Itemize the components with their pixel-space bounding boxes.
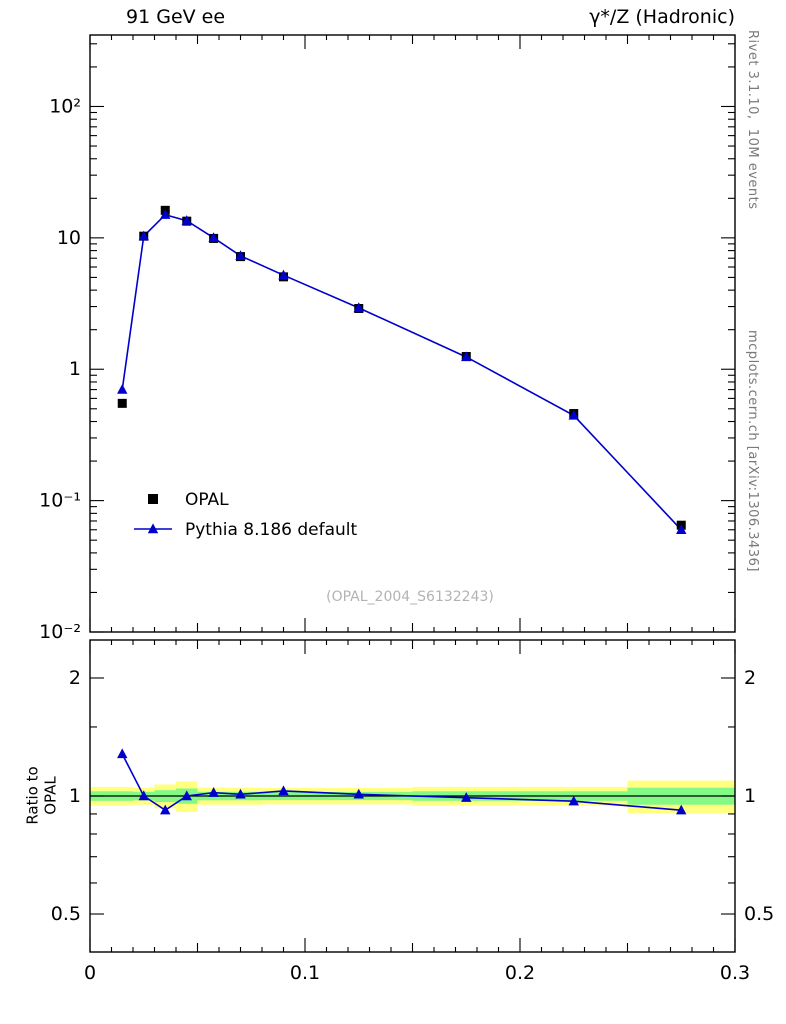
pythia-marker	[181, 215, 192, 225]
x-tick-label: 0.1	[290, 962, 320, 984]
pythia-marker	[461, 792, 472, 802]
legend-label-opal: OPAL	[185, 490, 229, 510]
pythia-marker	[568, 409, 579, 420]
opal-marker	[117, 398, 127, 408]
title-process: γ*/Z (Hadronic)	[589, 6, 735, 28]
ratio-y-axis-label: Ratio to OPAL	[23, 766, 60, 825]
pythia-marker	[147, 523, 159, 534]
legend: OPAL Pythia 8.186 default	[134, 490, 358, 540]
legend-marker-opal	[148, 494, 158, 504]
pythia-marker	[676, 804, 687, 815]
pythia-marker	[235, 788, 246, 799]
analysis-id-watermark: (OPAL_2004_S6132243)	[326, 589, 494, 605]
pythia-marker	[181, 790, 192, 801]
pythia-marker	[138, 790, 149, 801]
ratio-points	[117, 748, 687, 815]
mcplots-arxiv-note: mcplots.cern.ch [arXiv:1306.3436]	[745, 330, 760, 572]
pythia-marker	[461, 351, 472, 362]
legend-label-pythia: Pythia 8.186 default	[185, 520, 358, 540]
ratio-panel-frame	[89, 639, 736, 953]
axis-tick-labels: 10² 10 1 10⁻¹ 10⁻² 0.5 0.5 1 1 2 2 0 0.1 0.2 0.3	[39, 95, 774, 984]
main-y-tick-label: 10²	[49, 95, 81, 117]
pythia-marker	[353, 788, 364, 799]
pythia-marker	[208, 232, 219, 243]
title-beam-energy: 91 GeV ee	[126, 6, 226, 28]
ratio-y-tick-label-right: 1	[744, 785, 756, 807]
pythia-marker	[278, 785, 289, 796]
x-tick-label: 0.3	[720, 962, 750, 984]
axis-ticks	[89, 35, 736, 952]
main-panel-frame	[89, 34, 736, 633]
pythia-marker	[208, 787, 219, 797]
main-y-tick-label: 10⁻²	[39, 621, 81, 643]
pythia-marker	[160, 209, 171, 219]
x-tick-label: 0.2	[505, 962, 535, 984]
pythia-marker	[676, 524, 687, 534]
main-y-tick-label: 10⁻¹	[39, 490, 81, 512]
ratio-y-tick-label-left: 1	[69, 785, 81, 807]
ratio-y-tick-label-right: 0.5	[744, 903, 774, 925]
main-y-tick-label: 10	[57, 227, 81, 249]
pythia-marker	[117, 383, 128, 394]
rivet-version-note: Rivet 3.1.10, 10M events	[745, 30, 760, 210]
pythia-marker	[138, 230, 149, 241]
ratio-y-tick-label-left: 2	[69, 667, 81, 689]
pythia-marker	[278, 269, 289, 280]
opal-data-points	[117, 205, 686, 530]
pythia-data-points	[117, 209, 687, 534]
ratio-y-tick-label-right: 2	[744, 667, 756, 689]
x-tick-label: 0	[84, 962, 96, 984]
pythia-marker	[353, 302, 364, 313]
main-y-tick-label: 1	[69, 358, 81, 380]
pythia-marker	[235, 250, 246, 261]
pythia-line	[121, 213, 682, 531]
pythia-marker	[160, 804, 171, 815]
ratio-y-tick-label-left: 0.5	[51, 903, 81, 925]
pythia-marker	[117, 748, 128, 759]
pythia-marker	[568, 795, 579, 806]
